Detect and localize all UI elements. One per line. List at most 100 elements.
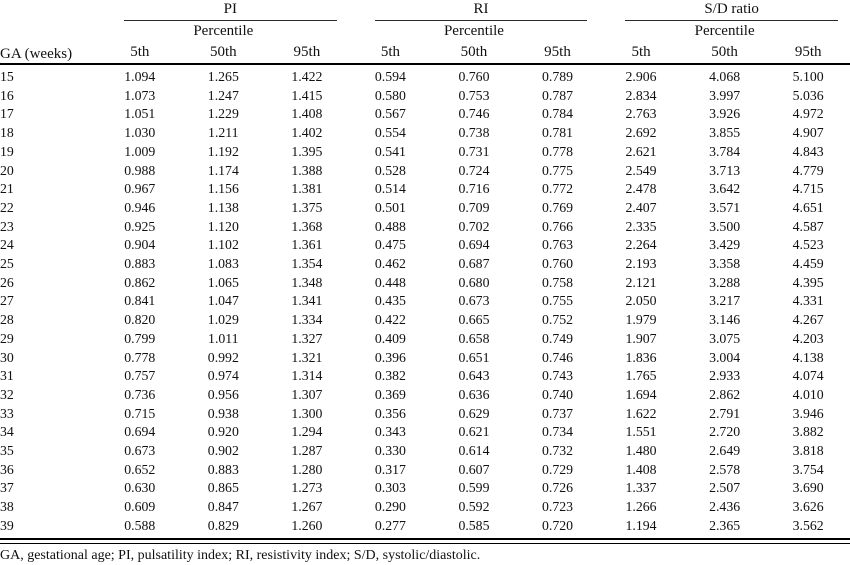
- group-label-pi: PI: [124, 1, 337, 21]
- table-row: 39 0.588 0.829 1.260 0.277 0.585 0.720 1.194 2.3…: [0, 516, 850, 540]
- table-row: 30 0.778 0.992 1.321 0.396 0.651 0.746 1.836 3.0…: [0, 349, 850, 368]
- value-cell: 0.841: [124, 293, 156, 309]
- value-cell: 4.779: [792, 162, 824, 178]
- value-cell: 2.335: [625, 218, 657, 234]
- value-cell: 0.488: [374, 218, 406, 234]
- group-header-cell-sd-ratio: S/D ratio: [599, 0, 850, 21]
- value-cell: 0.396: [374, 349, 406, 365]
- value-cell: 1.194: [599, 516, 683, 540]
- value-cell: 0.766: [541, 218, 574, 234]
- value-cell: 3.429: [709, 237, 741, 253]
- ga-cell: 15: [0, 69, 14, 84]
- value-cell: 2.763: [625, 106, 657, 122]
- table-body: 15 1.094 1.265 1.422 0.594 0.760 0.789 2.906 4.0…: [0, 64, 850, 540]
- value-cell: 0.781: [541, 125, 574, 141]
- table-header: GA (weeks) PI RI S/D ratio Percentile Pe…: [0, 0, 850, 65]
- ga-cell: 32: [0, 386, 14, 402]
- value-cell: 2.193: [625, 256, 657, 272]
- value-cell: 0.967: [124, 181, 156, 197]
- percentile-tick-row: 5th 50th 95th 5th 50th 95th 5th 50th 95t…: [0, 42, 850, 65]
- value-cell: 0.732: [541, 443, 574, 459]
- value-cell: 0.356: [374, 405, 406, 421]
- table-row: 36 0.652 0.883 1.280 0.317 0.607 0.729 1.408 2.5…: [0, 461, 850, 480]
- value-cell: 0.755: [541, 293, 574, 309]
- value-cell: 0.554: [374, 125, 406, 141]
- group-header-row: GA (weeks) PI RI S/D ratio: [0, 0, 850, 65]
- table-row: 28 0.820 1.029 1.334 0.422 0.665 0.752 1.979 3.1…: [0, 311, 850, 330]
- value-cell: 1.765: [625, 368, 657, 384]
- ga-cell: 25: [0, 256, 14, 272]
- value-cell: 4.523: [792, 237, 824, 253]
- value-cell: 1.267: [291, 499, 323, 515]
- value-cell: 0.757: [124, 368, 156, 384]
- value-cell: 0.720: [515, 516, 600, 540]
- value-cell: 0.946: [124, 199, 156, 215]
- value-cell: 0.974: [207, 368, 239, 384]
- col-header-pi-5th: 5th: [98, 42, 182, 65]
- ga-cell: 19: [0, 143, 14, 159]
- value-cell: 1.388: [291, 162, 323, 178]
- value-cell: 1.314: [291, 368, 323, 384]
- value-cell: 1.294: [291, 424, 323, 440]
- value-cell: 1.174: [207, 162, 239, 178]
- value-cell: 3.784: [709, 143, 741, 159]
- col-header-sd-95th: 95th: [766, 42, 850, 65]
- value-cell: 3.882: [792, 424, 824, 440]
- value-cell: 4.651: [792, 199, 824, 215]
- value-cell: 0.709: [458, 199, 490, 215]
- value-cell: 3.642: [709, 181, 741, 197]
- value-cell: 0.992: [207, 349, 239, 365]
- value-cell: 0.599: [458, 480, 490, 496]
- value-cell: 3.818: [792, 443, 824, 459]
- value-cell: 0.687: [458, 256, 490, 272]
- value-cell: 0.829: [181, 516, 266, 540]
- value-cell: 1.341: [291, 293, 323, 309]
- value-cell: 1.102: [207, 237, 239, 253]
- value-cell: 2.121: [625, 274, 657, 290]
- value-cell: 0.920: [207, 424, 239, 440]
- value-cell: 0.988: [124, 162, 156, 178]
- value-cell: 3.926: [709, 106, 741, 122]
- ga-cell: 16: [0, 87, 14, 103]
- value-cell: 1.307: [291, 386, 323, 402]
- value-cell: 5.036: [792, 87, 824, 103]
- value-cell: 4.907: [792, 125, 824, 141]
- value-cell: 1.327: [291, 330, 323, 346]
- col-header-ri-5th: 5th: [348, 42, 433, 65]
- value-cell: 4.068: [709, 69, 741, 84]
- table-row: 21 0.967 1.156 1.381 0.514 0.716 0.772 2.478 3.6…: [0, 180, 850, 199]
- col-header-ri-50th: 50th: [432, 42, 516, 65]
- value-cell: 0.938: [207, 405, 239, 421]
- bottom-rule: [0, 542, 850, 544]
- value-cell: 1.065: [207, 274, 239, 290]
- value-cell: 1.030: [124, 125, 156, 141]
- value-cell: 0.658: [458, 330, 490, 346]
- value-cell: 3.288: [709, 274, 741, 290]
- group-header-cell-pi: PI: [98, 0, 349, 21]
- value-cell: 0.567: [374, 106, 406, 122]
- value-cell: 0.820: [124, 312, 156, 328]
- value-cell: 0.665: [458, 312, 490, 328]
- value-cell: 1.138: [207, 199, 239, 215]
- value-cell: 0.630: [124, 480, 156, 496]
- ga-cell: 36: [0, 461, 14, 477]
- value-cell: 0.580: [374, 87, 406, 103]
- value-cell: 0.883: [124, 256, 156, 272]
- value-cell: 1.051: [124, 106, 156, 122]
- ga-column-header: GA (weeks): [0, 0, 98, 65]
- value-cell: 2.507: [709, 480, 741, 496]
- value-cell: 3.690: [792, 480, 824, 496]
- ga-cell: 23: [0, 218, 14, 234]
- value-cell: 2.621: [625, 143, 657, 159]
- value-cell: 1.280: [291, 461, 323, 477]
- value-cell: 1.247: [207, 87, 239, 103]
- value-cell: 4.203: [792, 330, 824, 346]
- value-cell: 1.368: [291, 218, 323, 234]
- value-cell: 1.047: [207, 293, 239, 309]
- ga-cell: 24: [0, 237, 14, 253]
- value-cell: 1.011: [208, 330, 239, 346]
- table-footnote: GA, gestational age; PI, pulsatility ind…: [0, 547, 481, 563]
- value-cell: 3.358: [709, 256, 741, 272]
- value-cell: 0.330: [374, 443, 406, 459]
- value-cell: 2.791: [709, 405, 741, 421]
